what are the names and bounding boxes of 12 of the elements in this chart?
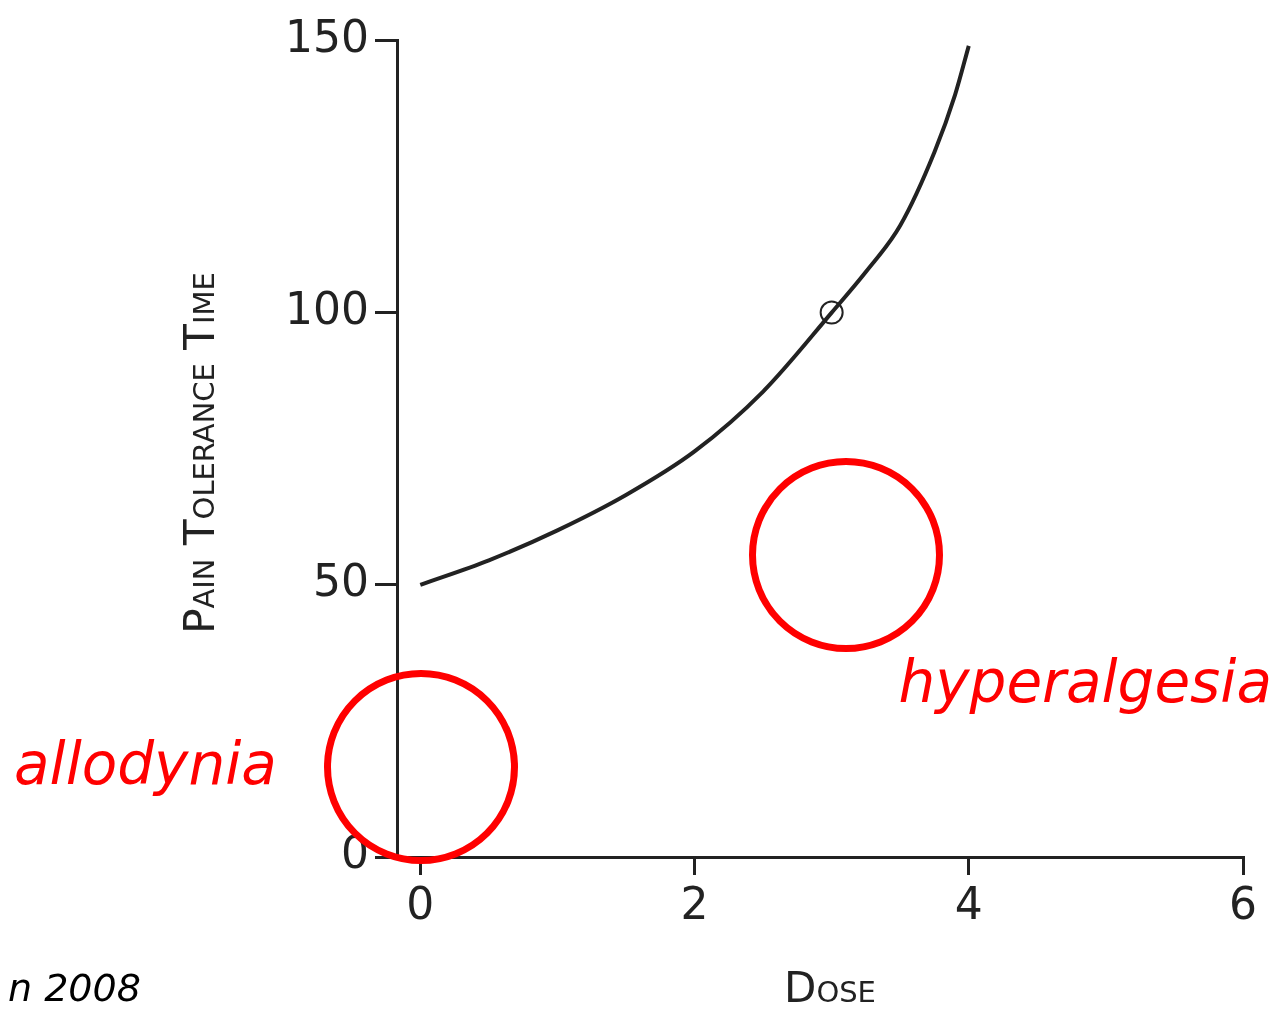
x-tick-label: 0: [406, 877, 435, 929]
x-tick-label: 2: [680, 877, 709, 929]
y-axis-title: Pain Tolerance Time: [175, 272, 224, 634]
y-tick-label: 50: [313, 555, 369, 607]
x-axis-title: Dose: [783, 963, 877, 1010]
x-tick-label: 6: [1229, 877, 1257, 929]
annotation: hyperalgesia: [898, 648, 1272, 716]
y-tick-label: 100: [285, 283, 369, 335]
x-tick-label: 4: [954, 877, 983, 929]
text: n 2008: [8, 966, 141, 1010]
text: allodynia: [14, 730, 277, 798]
y-tick-label: 150: [285, 10, 369, 62]
